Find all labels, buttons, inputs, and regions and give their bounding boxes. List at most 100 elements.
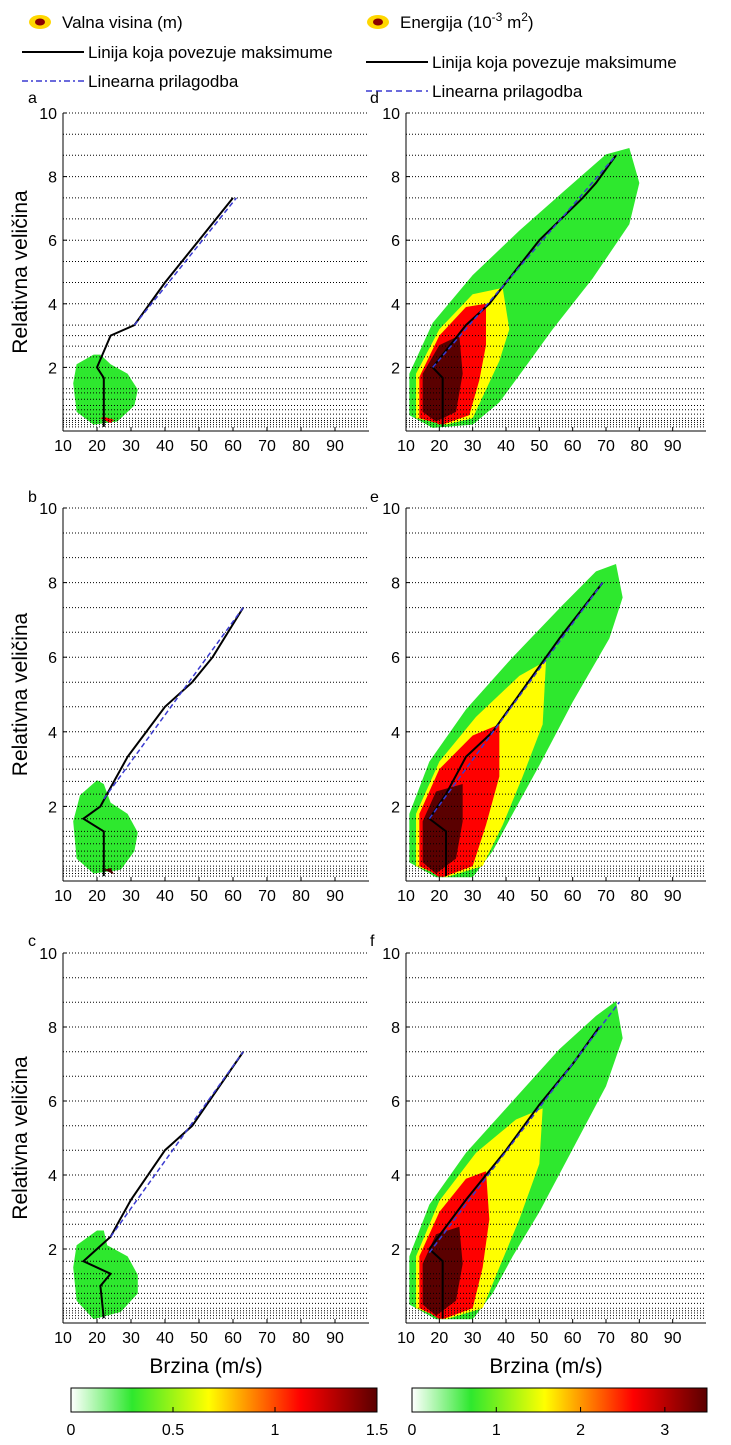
panel-f-xtick-20: 20 (430, 1330, 448, 1347)
panel-b-ytick-6: 6 (48, 650, 57, 667)
panel-b-xtick-70: 70 (258, 888, 276, 905)
panel-b-ylabel: Relativna veličina (9, 612, 32, 776)
panel-d-xtick-30: 30 (464, 438, 482, 455)
panel-e-xtick-30: 30 (464, 888, 482, 905)
panel-a-xtick-30: 30 (122, 438, 140, 455)
panel-d-ytick-6: 6 (391, 233, 400, 250)
panel-f-fit-line (428, 1001, 620, 1254)
panel-c-ytick-10: 10 (39, 946, 57, 963)
legend-right-fit-line-label: Linearna prilagodba (432, 82, 583, 101)
panel-e-xtick-40: 40 (497, 888, 515, 905)
panel-a-xtick-70: 70 (258, 438, 276, 455)
panel-d: 2 4 6 8 10 10 20 30 40 50 60 70 80 90 d (370, 90, 706, 455)
panel-d-max-line (431, 154, 617, 427)
panel-a-letter: a (28, 90, 37, 107)
panel-f-xtick-30: 30 (464, 1330, 482, 1347)
panel-c-max-line (81, 1051, 245, 1319)
panel-b-contour-0 (73, 780, 138, 874)
panel-a-xtick-60: 60 (224, 438, 242, 455)
colorbar-right-gradient (411, 1387, 708, 1413)
colorbar-right-ticks: 0 1 2 3 (408, 1407, 669, 1439)
panel-e-contours (409, 563, 623, 878)
panel-d-xtick-70: 70 (597, 438, 615, 455)
panel-e-fit-line (428, 582, 604, 820)
panel-a-xtick-90: 90 (326, 438, 344, 455)
panel-c-fit-line (109, 1051, 244, 1238)
panel-a-ytick-8: 8 (48, 170, 57, 187)
panel-e-ytick-2: 2 (391, 799, 400, 816)
panel-c-xtick-60: 60 (224, 1330, 242, 1347)
panel-f-xtick-90: 90 (664, 1330, 682, 1347)
colorbar-left: 0 0.5 1 1.5 (67, 1387, 388, 1439)
panel-c-ytick-2: 2 (48, 1242, 57, 1259)
colorbar-right-tick-3: 3 (660, 1422, 669, 1439)
panel-a-grid (63, 112, 369, 428)
panel-e-grid (406, 507, 706, 877)
panel-a-xtick-20: 20 (88, 438, 106, 455)
panel-b-ytick-4: 4 (48, 725, 57, 742)
panel-c-xtick-50: 50 (190, 1330, 208, 1347)
panel-c-ytick-6: 6 (48, 1094, 57, 1111)
panels: 2 4 6 8 10 10 20 30 40 50 60 70 80 90 a Relativna velič… (9, 90, 706, 1378)
panel-e-xtick-10: 10 (397, 888, 415, 905)
colorbar-left-gradient (70, 1387, 378, 1413)
panel-b-letter: b (28, 489, 37, 506)
panel-e-ytick-10: 10 (382, 501, 400, 518)
panel-c-contours (73, 1230, 138, 1320)
panel-e-letter: e (370, 489, 379, 506)
panel-a-xtick-80: 80 (292, 438, 310, 455)
panel-a-xtick-40: 40 (156, 438, 174, 455)
panel-c-xlabel: Brzina (m/s) (149, 1355, 262, 1378)
panel-d-contours (409, 147, 640, 428)
panel-d-ytick-2: 2 (391, 360, 400, 377)
panel-b-xtick-10: 10 (54, 888, 72, 905)
panel-e-xtick-90: 90 (664, 888, 682, 905)
panel-b-xtick-20: 20 (88, 888, 106, 905)
panel-a-xtick-10: 10 (54, 438, 72, 455)
panel-d-xtick-50: 50 (530, 438, 548, 455)
panel-a-fit-line (133, 197, 237, 326)
panel-d-ytick-4: 4 (391, 297, 400, 314)
panel-c-xtick-10: 10 (54, 1330, 72, 1347)
legend-filled-marker-core (35, 18, 45, 26)
panel-e-xtick-60: 60 (564, 888, 582, 905)
panel-a-ytick-4: 4 (48, 297, 57, 314)
legend-right: Energija (10-3 m2) Linija koja povezuje … (366, 10, 677, 101)
panel-b: 2 4 6 8 10 10 20 30 40 50 60 70 80 90 b Relativna velič… (9, 489, 369, 905)
panel-f-xtick-60: 60 (564, 1330, 582, 1347)
colorbar-left-ticks: 0 0.5 1 1.5 (67, 1407, 388, 1439)
panel-d-xtick-40: 40 (497, 438, 515, 455)
panel-e: 2 4 6 8 10 10 20 30 40 50 60 70 80 90 e (370, 489, 706, 905)
legend-energy-marker-core (373, 18, 383, 26)
panel-f-xtick-40: 40 (497, 1330, 515, 1347)
colorbar-left-tick-1: 0.5 (162, 1422, 184, 1439)
panel-d-xtick-90: 90 (664, 438, 682, 455)
panel-c-xtick-90: 90 (326, 1330, 344, 1347)
panel-f-xtick-10: 10 (397, 1330, 415, 1347)
colorbar-right: 0 1 2 3 (408, 1387, 708, 1439)
panel-b-xtick-80: 80 (292, 888, 310, 905)
legend-left: Valna visina (m) Linija koja povezuje ma… (22, 13, 333, 91)
panel-b-ytick-2: 2 (48, 799, 57, 816)
panel-a-ytick-6: 6 (48, 233, 57, 250)
panel-d-xtick-20: 20 (430, 438, 448, 455)
panel-c: 2 4 6 8 10 10 20 30 40 50 60 70 80 90 c Relativna velič… (9, 933, 369, 1378)
legend-max-line-label: Linija koja povezuje maksimume (88, 43, 333, 62)
panel-a-contour-0 (73, 354, 138, 425)
legend-right-max-line-label: Linija koja povezuje maksimume (432, 53, 677, 72)
panel-f-xtick-80: 80 (630, 1330, 648, 1347)
panel-c-contour-0 (73, 1230, 138, 1320)
panel-e-xtick-80: 80 (630, 888, 648, 905)
colorbar-left-tick-0: 0 (67, 1422, 76, 1439)
panel-e-xtick-20: 20 (430, 888, 448, 905)
panel-a-ylabel: Relativna veličina (9, 190, 32, 354)
panel-e-xtick-50: 50 (530, 888, 548, 905)
panel-f-ytick-10: 10 (382, 946, 400, 963)
panel-a-max-line (95, 197, 234, 427)
panel-b-fit-line (103, 607, 244, 800)
panel-d-xtick-60: 60 (564, 438, 582, 455)
panel-d-xtick-80: 80 (630, 438, 648, 455)
colorbar-right-tick-2: 2 (576, 1422, 585, 1439)
panel-e-ytick-6: 6 (391, 650, 400, 667)
